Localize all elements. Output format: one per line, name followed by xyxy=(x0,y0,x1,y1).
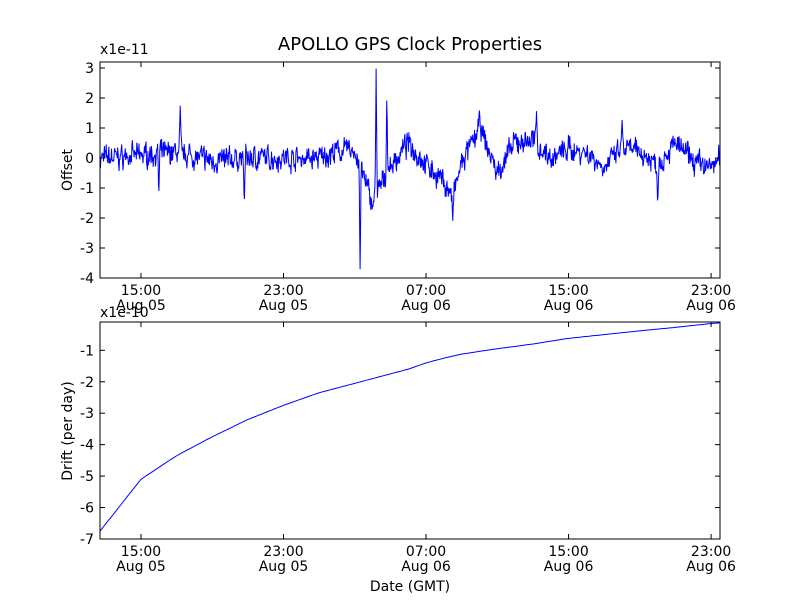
drift-y-ticks: -7 -6 -5 -4 -3 -2 -1 xyxy=(80,343,720,548)
offset-y-ticks: -4 -3 -2 -1 0 1 2 3 xyxy=(80,61,720,287)
drift-xtick-date: Aug 05 xyxy=(259,559,309,575)
drift-ytick-label: -1 xyxy=(80,343,94,359)
offset-xtick-time: 15:00 xyxy=(548,283,588,299)
drift-ytick-label: -3 xyxy=(80,406,94,422)
offset-ytick-label: 1 xyxy=(85,121,94,137)
drift-xtick-time: 23:00 xyxy=(263,544,303,560)
offset-xtick-time: 07:00 xyxy=(406,283,446,299)
figure-title: APOLLO GPS Clock Properties xyxy=(278,34,542,55)
drift-axes-frame xyxy=(99,321,721,540)
offset-xtick-time: 23:00 xyxy=(263,283,303,299)
drift-xtick-date: Aug 06 xyxy=(401,559,451,575)
drift-ytick-label: -4 xyxy=(80,438,94,454)
offset-axes-frame xyxy=(99,61,721,279)
drift-multiplier: x1e-10 xyxy=(100,305,149,321)
offset-multiplier: x1e-11 xyxy=(100,42,149,58)
drift-ytick-label: -2 xyxy=(80,375,94,391)
drift-ytick-label: -5 xyxy=(80,469,94,485)
drift-xtick-date: Aug 05 xyxy=(116,559,166,575)
drift-ytick-label: -6 xyxy=(80,501,94,517)
drift-ytick-label: -7 xyxy=(80,532,94,548)
drift-panel: x1e-10 Drift (per day) -7 -6 -5 -4 -3 -2 -1 15… xyxy=(60,305,736,575)
offset-xtick-time: 15:00 xyxy=(121,283,161,299)
offset-ytick-label: -4 xyxy=(80,271,94,287)
offset-ytick-label: -3 xyxy=(80,241,94,257)
offset-ytick-label: 2 xyxy=(85,91,94,107)
offset-xtick-date: Aug 06 xyxy=(686,298,736,314)
drift-xtick-time: 23:00 xyxy=(691,544,731,560)
drift-xtick-time: 15:00 xyxy=(548,544,588,560)
drift-xtick-date: Aug 06 xyxy=(544,559,594,575)
offset-ytick-label: -1 xyxy=(80,181,94,197)
drift-line xyxy=(99,322,721,532)
offset-ytick-label: 0 xyxy=(85,151,94,167)
offset-xtick-date: Aug 06 xyxy=(401,298,451,314)
drift-ylabel: Drift (per day) xyxy=(60,381,76,480)
x-axis-label: Date (GMT) xyxy=(370,579,450,595)
drift-xtick-date: Aug 06 xyxy=(686,559,736,575)
offset-xtick-time: 23:00 xyxy=(691,283,731,299)
offset-ylabel: Offset xyxy=(60,148,76,191)
drift-xtick-time: 07:00 xyxy=(406,544,446,560)
offset-xtick-date: Aug 06 xyxy=(544,298,594,314)
offset-ytick-label: -2 xyxy=(80,211,94,227)
drift-xtick-time: 15:00 xyxy=(121,544,161,560)
offset-ytick-label: 3 xyxy=(85,61,94,77)
offset-xtick-date: Aug 05 xyxy=(259,298,309,314)
offset-line xyxy=(99,68,721,270)
offset-xtick-date: Aug 05 xyxy=(116,298,166,314)
